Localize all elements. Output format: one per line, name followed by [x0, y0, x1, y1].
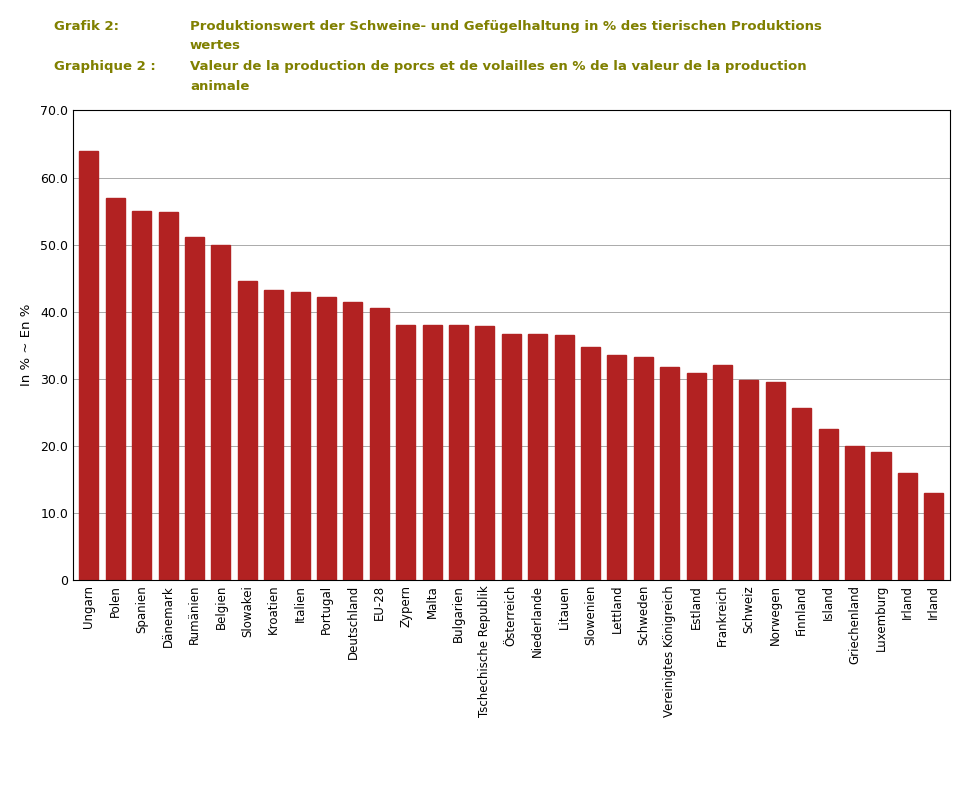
Bar	[739, 380, 759, 580]
Bar	[502, 334, 521, 580]
Text: Produktionswert der Schweine- und Gefügelhaltung in % des tierischen Produktions: Produktionswert der Schweine- und Gefüge…	[190, 20, 822, 32]
Bar	[106, 198, 125, 580]
Bar	[396, 325, 415, 580]
Bar	[766, 382, 785, 580]
Bar	[924, 492, 943, 580]
Text: Grafik 2:: Grafik 2:	[54, 20, 119, 32]
Bar	[898, 473, 917, 580]
Bar	[528, 334, 547, 580]
Text: Valeur de la production de porcs et de volailles en % de la valeur de la product: Valeur de la production de porcs et de v…	[190, 60, 806, 73]
Bar	[185, 237, 204, 580]
Bar	[290, 292, 310, 580]
Bar	[687, 373, 706, 580]
Bar	[608, 355, 626, 580]
Bar	[634, 357, 653, 580]
Bar	[872, 453, 890, 580]
Bar	[792, 408, 811, 580]
Bar	[80, 151, 98, 580]
Bar	[845, 446, 864, 580]
Bar	[475, 327, 495, 580]
Bar	[449, 325, 468, 580]
Text: wertes: wertes	[190, 39, 241, 52]
Bar	[211, 245, 231, 580]
Bar	[713, 365, 732, 580]
Y-axis label: In % ~ En %: In % ~ En %	[20, 304, 33, 387]
Bar	[423, 325, 441, 580]
Bar	[159, 212, 177, 580]
Bar	[238, 282, 257, 580]
Bar	[819, 429, 838, 580]
Bar	[264, 290, 283, 580]
Bar	[581, 346, 600, 580]
Text: Graphique 2 :: Graphique 2 :	[54, 60, 155, 73]
Text: animale: animale	[190, 80, 249, 92]
Bar	[344, 301, 362, 580]
Bar	[317, 297, 336, 580]
Bar	[370, 308, 389, 580]
Bar	[132, 211, 151, 580]
Bar	[554, 335, 574, 580]
Bar	[660, 367, 679, 580]
